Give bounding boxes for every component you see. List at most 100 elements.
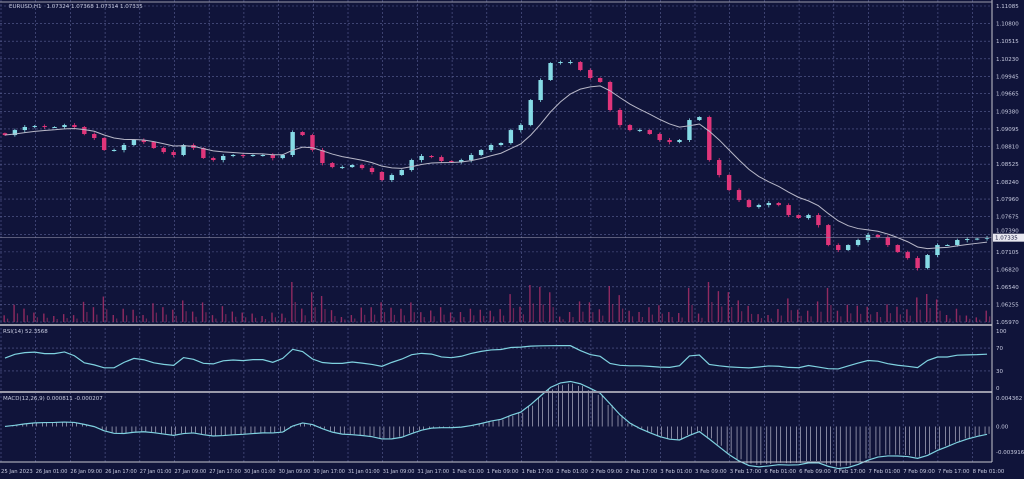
volume-bar [701, 317, 703, 322]
volume-bar [403, 315, 405, 322]
volume-bar [46, 317, 48, 322]
volume-bar [542, 304, 544, 322]
moving-average-line [4, 85, 988, 250]
candle-body [597, 78, 603, 82]
volume-bar [162, 307, 164, 322]
volume-bar [955, 308, 958, 322]
candle-body [211, 158, 216, 161]
volume-bar [215, 318, 217, 322]
candle-body [766, 203, 771, 206]
volume-bar [790, 310, 792, 322]
volume-bar [102, 296, 105, 322]
candle-body [697, 117, 702, 121]
volume-bar [529, 285, 531, 322]
volume-bar [949, 318, 951, 322]
candle-body [201, 148, 206, 159]
volume-bar [469, 308, 472, 322]
volume-bar [112, 315, 114, 322]
volume-bar [420, 312, 422, 322]
volume-bar [201, 302, 204, 322]
volume-bar [856, 305, 858, 322]
grid [0, 0, 992, 462]
volume-bar [757, 314, 759, 322]
volume-bars [3, 282, 991, 322]
volume-bar [294, 302, 296, 322]
volume-bar [870, 314, 872, 322]
price-tick-label: 1.08240 [996, 180, 1019, 186]
volume-bar [578, 301, 581, 322]
candle-body [786, 205, 791, 216]
volume-bar [889, 313, 892, 322]
volume-bar [836, 310, 839, 322]
volume-bar [711, 302, 713, 322]
rsi-tick-label: 100 [996, 329, 1007, 335]
candle-body [300, 132, 305, 136]
candle-body [171, 152, 176, 156]
candle-body [637, 130, 643, 132]
candle-body [270, 155, 275, 159]
volume-bar [806, 310, 809, 322]
volume-bar [816, 301, 819, 322]
volume-bar [737, 300, 739, 322]
volume-bar [334, 316, 336, 322]
price-tick-label: 1.10800 [996, 22, 1019, 28]
price-tick-label: 1.06820 [996, 267, 1019, 273]
time-tick-label: 30 Jan 01:00 [244, 469, 276, 475]
volume-bar [191, 311, 194, 322]
candle-body [469, 155, 474, 161]
candle-body [478, 150, 484, 156]
volume-bar [430, 310, 432, 322]
time-tick-label: 26 Jan 01:00 [36, 469, 68, 475]
candle-body [161, 148, 166, 153]
price-tick-label: 1.07675 [996, 215, 1019, 221]
volume-bar [231, 311, 234, 322]
rsi-tick-label: 30 [996, 369, 1003, 375]
candle-body [379, 172, 385, 181]
candle-body [181, 145, 186, 156]
volume-bar [182, 300, 184, 322]
price-tick-label: 1.07960 [996, 197, 1019, 203]
volume-bar [479, 309, 482, 322]
candle-body [945, 245, 950, 247]
rsi-line [4, 345, 988, 370]
candle-body [836, 245, 841, 251]
volume-bar [350, 315, 353, 322]
volume-bar [374, 314, 376, 322]
volume-bar [364, 314, 366, 322]
candle-body [389, 175, 395, 181]
candle-body [111, 150, 117, 152]
volume-bar [558, 316, 561, 322]
candle-body [221, 155, 226, 161]
volume-bar [116, 318, 118, 322]
volume-bar [410, 302, 412, 322]
time-tick-label: 3 Feb 01:00 [660, 469, 692, 475]
time-tick-label: 2 Feb 09:00 [591, 469, 623, 475]
panel-divider [0, 324, 992, 326]
time-tick-label: 30 Jan 17:00 [313, 469, 345, 475]
candle-body [984, 237, 990, 239]
candle-body [151, 142, 156, 149]
candle-body [647, 130, 652, 135]
candle-body [806, 215, 811, 219]
candle-body [657, 134, 662, 140]
candle-body [518, 125, 523, 131]
candle-body [12, 130, 18, 136]
volume-bar [261, 316, 263, 322]
time-tick-label: 2 Feb 17:00 [626, 469, 658, 475]
chart-header-ohlc: 1.07324 1.07368 1.07314 1.07335 [46, 4, 143, 10]
volume-bar [393, 314, 396, 322]
candle-body [855, 240, 861, 246]
candle-body [290, 132, 295, 156]
time-tick-label: 27 Jan 01:00 [140, 469, 172, 475]
volume-bar [499, 309, 501, 322]
volume-bar [899, 314, 901, 322]
volume-bar [254, 317, 257, 322]
volume-bar [281, 313, 283, 322]
volume-bar [618, 295, 620, 322]
time-tick-label: 1 Feb 17:00 [522, 469, 554, 475]
candle-body [101, 138, 107, 151]
candle-body [42, 126, 47, 128]
volume-bar [225, 314, 227, 322]
candle-body [22, 127, 27, 131]
